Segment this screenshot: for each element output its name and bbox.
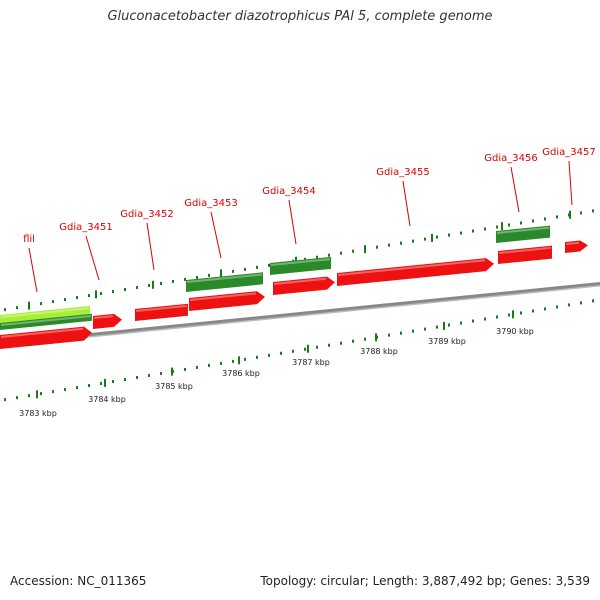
backbone-line (0, 282, 600, 345)
gene-leader-line (85, 235, 100, 281)
scale-label-layer: 3783 kbp 3784 kbp 3785 kbp 3786 kbp 3787 kbp… (19, 327, 534, 418)
cds-arrow (93, 313, 122, 329)
gene-bar (496, 225, 550, 243)
gene-leader-line (288, 199, 297, 245)
gene-bar-shine (0, 315, 92, 326)
feature-track (0, 225, 588, 349)
gene-leader-line (568, 160, 573, 206)
gene-leader-line (510, 166, 520, 213)
gene-label: Gdia_3456 (484, 153, 537, 164)
gene-bar-shine (270, 258, 331, 266)
gene-leader-line (146, 222, 155, 271)
scale-label: 3790 kbp (496, 327, 534, 336)
gene-label: Gdia_3452 (120, 209, 173, 220)
cds-arrow-shine (565, 241, 580, 245)
map-title: Gluconacetobacter diazotrophicus PAl 5, … (107, 9, 493, 24)
gene-bar-shine (186, 273, 263, 283)
cds-arrow-shine (135, 304, 188, 312)
gene-leader-line (402, 180, 411, 227)
cds-arrow-shine (93, 315, 114, 319)
gene-bar (186, 272, 263, 292)
scale-label: 3787 kbp (292, 358, 330, 367)
cds-arrow (189, 291, 265, 311)
gene-bar-highlight-shine (0, 307, 90, 318)
scale-label: 3788 kbp (360, 347, 398, 356)
lower-tick-track (4, 299, 594, 402)
cds-arrow-shine (273, 277, 327, 285)
scale-label: 3786 kbp (222, 369, 260, 378)
gene-label: Gdia_3451 (59, 222, 112, 233)
cds-arrow (337, 258, 494, 286)
accession-text: Accession: NC_011365 (10, 574, 147, 588)
cds-arrow-shine (189, 292, 257, 301)
backbone-shadow (0, 284, 600, 347)
scale-label: 3785 kbp (155, 382, 193, 391)
scale-label: 3784 kbp (88, 395, 126, 404)
gene-bar-shine (496, 226, 550, 234)
upper-tick-track (4, 209, 594, 312)
gene-label-layer: flil Gdia_3451 Gdia_3452 Gdia_3453 Gdia_3454… (23, 147, 596, 293)
gene-label: Gdia_3454 (262, 186, 315, 197)
cds-arrow-shine (337, 259, 486, 276)
gene-label: Gdia_3455 (376, 167, 429, 178)
scale-label: 3789 kbp (428, 337, 466, 346)
cds-arrow (498, 245, 552, 264)
cds-arrow (273, 276, 335, 295)
cds-arrow (135, 303, 188, 321)
cds-arrow-shine (0, 327, 84, 338)
gene-bar (270, 256, 331, 275)
gene-bar (0, 313, 92, 330)
gene-label: Gdia_3457 (542, 147, 595, 158)
scale-label: 3783 kbp (19, 409, 57, 418)
genome-backbone (0, 282, 600, 347)
topology-summary: Topology: circular; Length: 3,887,492 bp… (260, 574, 590, 588)
gene-bar-highlight (0, 306, 90, 325)
cds-arrow-shine (498, 246, 552, 254)
cds-arrow (0, 326, 92, 349)
gene-label: Gdia_3453 (184, 198, 237, 209)
gene-label: flil (23, 234, 35, 245)
gene-leader-line (210, 211, 222, 259)
gene-leader-line (28, 247, 38, 293)
cds-arrow (565, 240, 588, 253)
